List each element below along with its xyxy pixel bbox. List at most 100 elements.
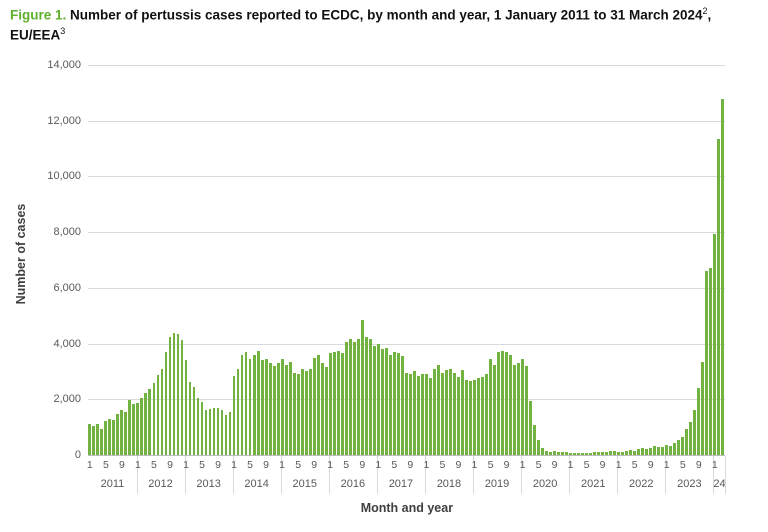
bar-2011-7 (112, 419, 116, 455)
x-tick-month-9-2013: 9 (215, 459, 221, 471)
gridline-4000 (88, 343, 726, 345)
bar-2019-2 (477, 378, 480, 455)
year-separator (665, 456, 667, 494)
bar-2021-8 (597, 451, 601, 455)
bar-2017-11 (416, 375, 420, 455)
bar-2021-3 (577, 453, 580, 455)
bar-2015-2 (284, 364, 288, 455)
bar-2015-8 (308, 368, 312, 455)
bar-2012-8 (164, 351, 168, 455)
x-tick-year-2021: 2021 (580, 478, 606, 490)
x-tick-year-24: 24 (713, 478, 726, 490)
bar-2019-5 (489, 358, 492, 455)
bar-2020-5 (537, 440, 540, 455)
figure-number-label: Figure 1. (10, 7, 67, 23)
x-tick-month-5-2013: 5 (199, 459, 205, 471)
bar-2015-11 (320, 363, 324, 455)
bar-24-2 (717, 139, 721, 455)
bar-2015-1 (280, 358, 284, 455)
year-separator (617, 456, 619, 494)
bar-2020-4 (533, 424, 536, 455)
x-tick-month-9-2011: 9 (118, 459, 125, 471)
bar-2016-6 (348, 339, 352, 455)
bar-2011-8 (116, 414, 120, 456)
x-tick-month-9-2021: 9 (599, 459, 606, 471)
bar-2019-6 (493, 364, 496, 455)
bar-2015-10 (316, 354, 320, 455)
bar-2011-2 (92, 425, 96, 456)
year-separator (376, 456, 378, 494)
bar-2016-11 (368, 339, 372, 455)
x-tick-month-9-2018: 9 (455, 459, 462, 471)
bar-2022-11 (657, 446, 661, 455)
bar-2019-8 (501, 350, 504, 455)
x-tick-year-2016: 2016 (340, 478, 366, 490)
year-separator (184, 456, 186, 494)
bar-2018-12 (469, 381, 472, 455)
bar-2022-8 (645, 449, 649, 455)
y-tick-14,000: 14,000 (47, 59, 81, 71)
year-separator (280, 456, 282, 494)
year-separator (713, 456, 715, 494)
gridline-10000 (88, 176, 726, 178)
bar-2022-5 (633, 450, 637, 455)
x-tick-month-1-2023: 1 (663, 459, 670, 471)
bar-2012-10 (172, 332, 176, 455)
bar-2014-8 (260, 360, 264, 455)
bar-2019-9 (505, 351, 508, 455)
bar-2015-9 (312, 357, 316, 455)
year-separator (232, 456, 234, 494)
x-tick-month-9-2016: 9 (359, 459, 366, 471)
bar-2023-2 (669, 445, 673, 455)
bar-2020-12 (565, 451, 568, 455)
bar-2020-11 (561, 451, 564, 455)
bar-2022-6 (637, 449, 641, 455)
x-tick-year-2022: 2022 (628, 478, 654, 490)
x-tick-month-1-2013: 1 (183, 459, 189, 471)
bar-2022-1 (617, 451, 621, 455)
x-tick-year-2015: 2015 (292, 478, 317, 490)
x-tick-year-2013: 2013 (196, 478, 221, 490)
bar-2014-2 (236, 368, 240, 455)
bar-2018-10 (460, 370, 464, 455)
x-tick-month-9-2012: 9 (167, 459, 173, 471)
bar-2014-1 (232, 375, 236, 455)
bar-2017-6 (396, 353, 400, 455)
bar-2017-5 (392, 351, 396, 455)
x-tick-month-5-2016: 5 (343, 459, 350, 471)
bar-2021-4 (581, 452, 584, 455)
bar-2015-12 (324, 367, 328, 456)
bar-2019-11 (513, 364, 516, 455)
x-tick-month-1-2021: 1 (567, 459, 574, 471)
bar-2023-12 (709, 268, 713, 455)
bar-2016-8 (356, 339, 360, 455)
x-tick-month-1-2020: 1 (519, 459, 526, 471)
figure-title-region: , EU/EEA (10, 7, 712, 43)
y-tick-0: 0 (74, 449, 81, 461)
bar-2019-12 (517, 363, 520, 455)
bar-2018-3 (432, 368, 436, 455)
y-tick-8,000: 8,000 (53, 226, 81, 239)
x-tick-month-5-2014: 5 (247, 459, 254, 471)
x-tick-month-5-2022: 5 (631, 459, 638, 471)
bar-2019-10 (509, 354, 512, 455)
year-separator (424, 456, 426, 494)
bar-2018-8 (452, 372, 456, 455)
gridline-14000 (88, 65, 726, 66)
bar-2017-9 (408, 374, 412, 455)
bar-2022-9 (649, 447, 653, 455)
x-tick-month-5-2020: 5 (535, 459, 542, 471)
bar-2019-1 (473, 379, 476, 455)
bar-2020-8 (549, 451, 552, 455)
x-tick-month-1-2015: 1 (279, 459, 286, 471)
bar-2018-7 (448, 368, 452, 455)
bar-2014-9 (264, 358, 268, 455)
y-tick-6,000: 6,000 (53, 281, 81, 294)
bar-2023-5 (681, 436, 685, 455)
x-axis-line (88, 455, 726, 456)
bar-2016-12 (372, 346, 376, 455)
x-tick-month-5-2018: 5 (439, 459, 446, 471)
bar-2021-12 (613, 450, 617, 455)
bar-2023-11 (705, 271, 709, 455)
bar-2016-2 (332, 351, 336, 455)
